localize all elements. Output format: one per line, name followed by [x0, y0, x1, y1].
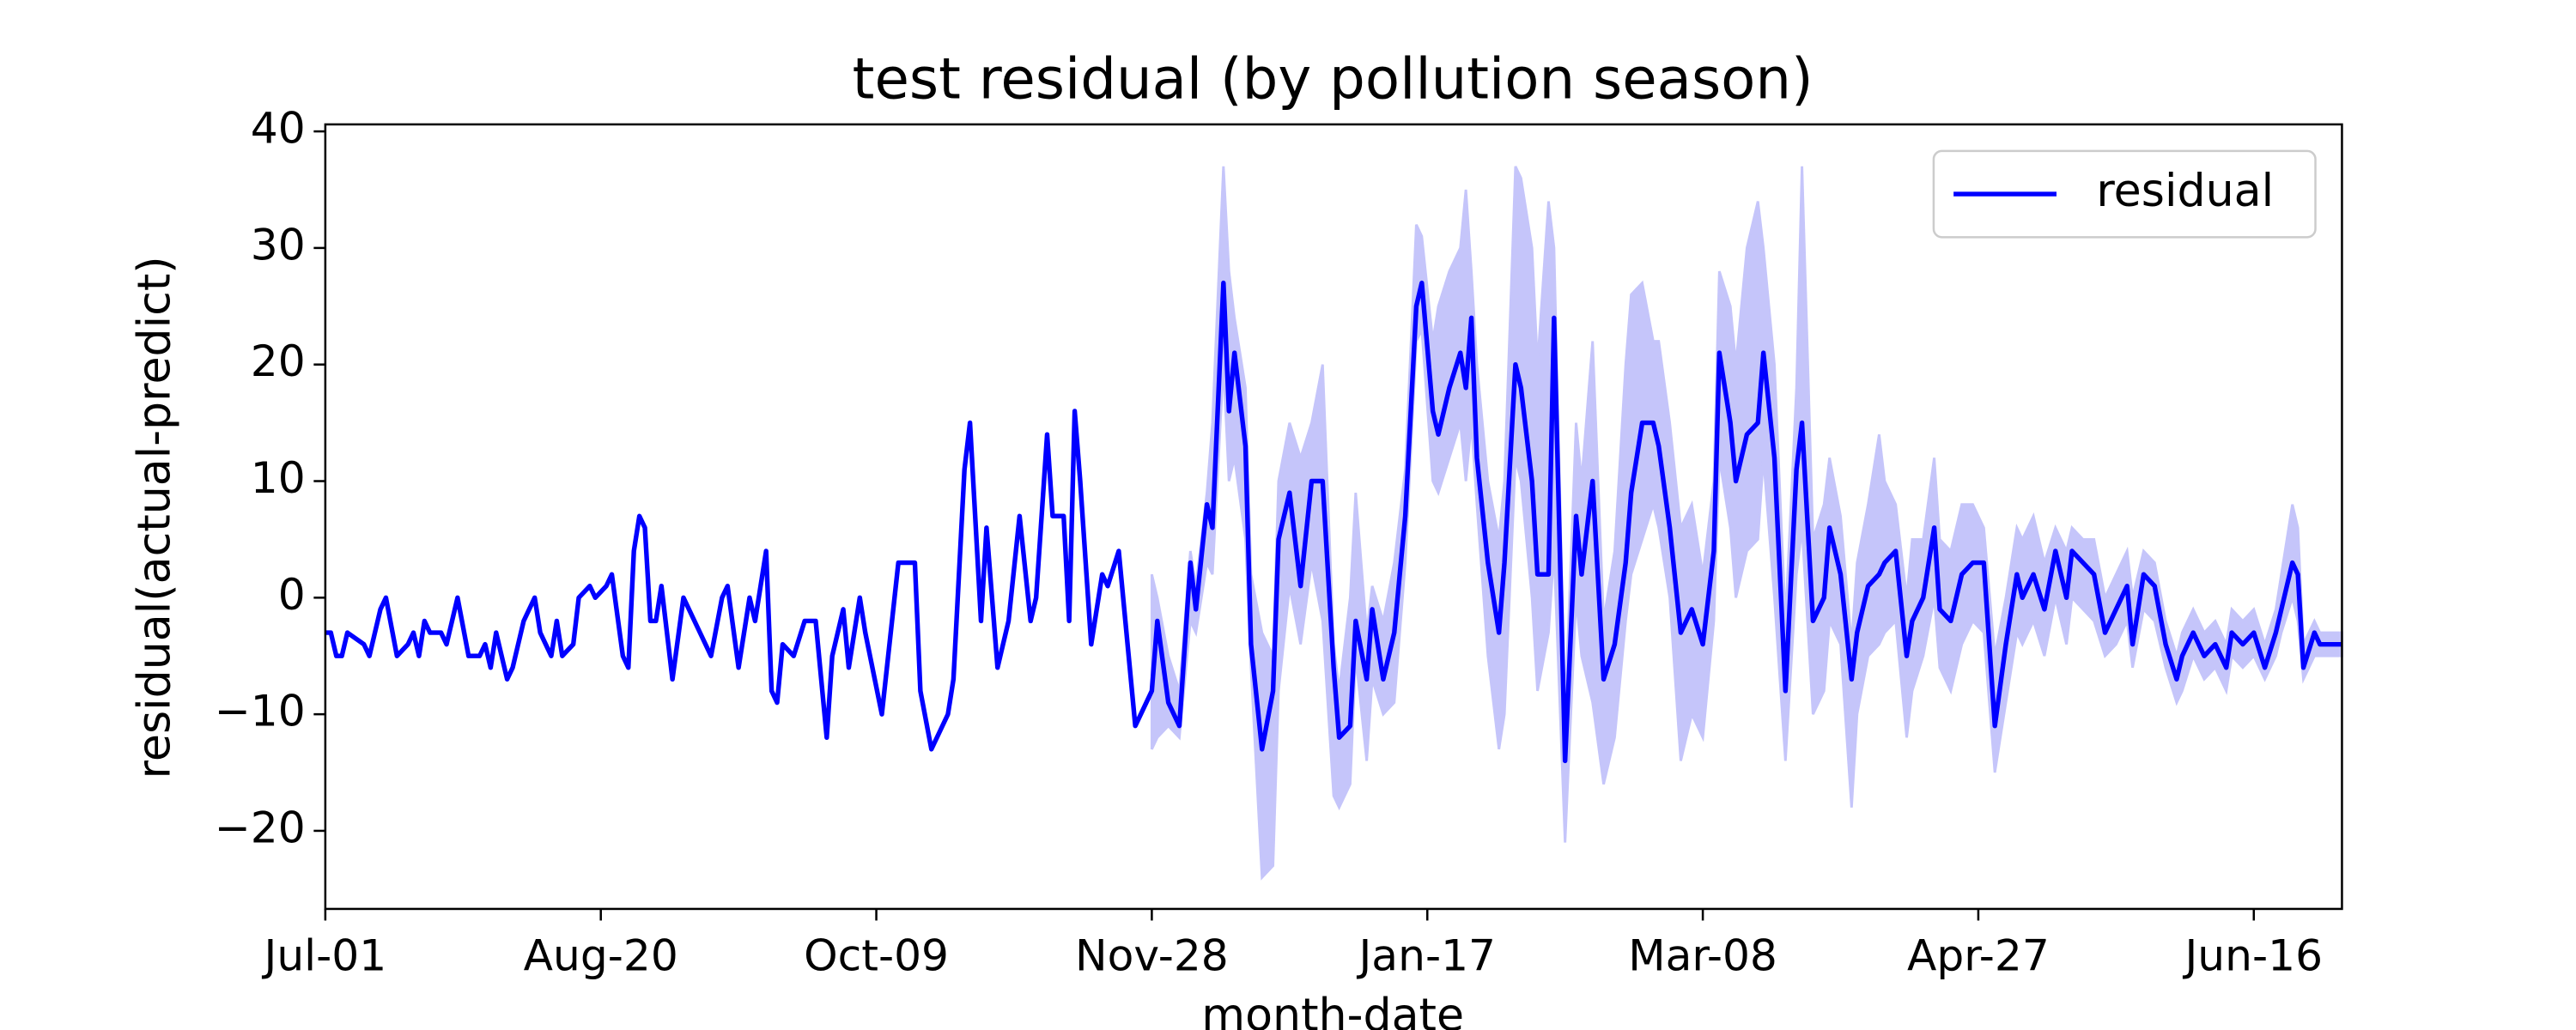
x-tick-label: Oct-09 [804, 930, 949, 980]
residual-line [325, 280, 2342, 764]
x-axis-label: month-date [1201, 990, 1464, 1030]
y-tick-label: −20 [215, 802, 306, 852]
y-axis-label: residual(actual-predict) [130, 256, 181, 779]
y-tick-label: 40 [251, 103, 306, 154]
x-tick-label: Mar-08 [1628, 930, 1777, 980]
confidence-band [1150, 166, 2343, 881]
x-tick-label: Aug-20 [524, 930, 678, 980]
legend-box [1932, 149, 2317, 239]
x-tick-label: Jul-01 [262, 930, 387, 980]
y-tick-label: 30 [251, 219, 306, 270]
y-tick-label: 20 [251, 336, 306, 386]
y-tick-label: 0 [278, 569, 306, 620]
y-tick-label: 10 [251, 452, 306, 503]
y-tick-label: −10 [215, 686, 306, 736]
x-tick-label: Jan-17 [1356, 930, 1496, 980]
legend-label: residual [2096, 166, 2274, 217]
chart-title: test residual (by pollution season) [853, 47, 1814, 112]
x-tick-label: Jun-16 [2182, 930, 2323, 980]
legend: residual [1932, 149, 2317, 239]
plot-frame [324, 123, 2343, 911]
x-tick-label: Apr-27 [1907, 930, 2050, 980]
x-tick-label: Nov-28 [1075, 930, 1229, 980]
